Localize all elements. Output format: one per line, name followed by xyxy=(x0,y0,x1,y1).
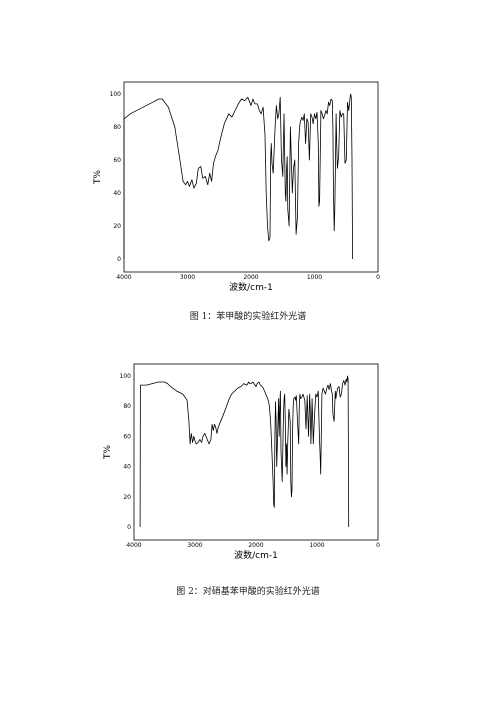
spectrum-line xyxy=(139,375,350,528)
y-tick-label: 80 xyxy=(123,403,131,410)
x-axis-label: 波数/cm-1 xyxy=(229,281,273,293)
x-tick-label: 2000 xyxy=(243,274,258,281)
x-tick-label: 3000 xyxy=(180,274,195,281)
x-tick-label: 2000 xyxy=(248,542,263,549)
plot-frame xyxy=(133,363,379,541)
x-tick-label: 0 xyxy=(376,542,380,549)
y-tick-label: 100 xyxy=(120,373,132,380)
ir-spectrum-chart-1: 0 20 40 60 80 100 4000 3000 2000 1000 0 波数/cm-1 T% xyxy=(93,81,380,293)
y-tick-label: 0 xyxy=(127,524,131,531)
x-tick-label: 1000 xyxy=(309,542,324,549)
y-tick-label: 0 xyxy=(117,256,121,263)
y-axis-label: T% xyxy=(93,170,103,185)
y-tick-label: 20 xyxy=(123,494,131,501)
y-axis-label: T% xyxy=(103,445,113,460)
x-tick-label: 1000 xyxy=(307,274,322,281)
x-tick-label: 3000 xyxy=(187,542,202,549)
ir-spectrum-chart-2: 0 20 40 60 80 100 4000 3000 2000 1000 0 波数/cm-1 T% xyxy=(103,363,380,561)
x-tick-label: 0 xyxy=(376,274,380,281)
y-tick-label: 60 xyxy=(123,433,131,440)
spectrum-line xyxy=(123,93,353,260)
y-tick-label: 40 xyxy=(113,190,121,197)
chart-caption-1: 图 1：苯甲酸的实验红外光谱 xyxy=(189,312,307,322)
y-tick-label: 20 xyxy=(113,223,121,230)
chart-caption-2: 图 2：对硝基苯甲酸的实验红外光谱 xyxy=(176,587,320,597)
y-tick-label: 80 xyxy=(113,124,121,131)
y-tick-label: 40 xyxy=(123,464,131,471)
x-tick-label: 4000 xyxy=(126,542,141,549)
x-axis-label: 波数/cm-1 xyxy=(234,549,278,561)
y-tick-label: 60 xyxy=(113,157,121,164)
y-tick-label: 100 xyxy=(110,91,122,98)
x-tick-label: 4000 xyxy=(116,274,131,281)
